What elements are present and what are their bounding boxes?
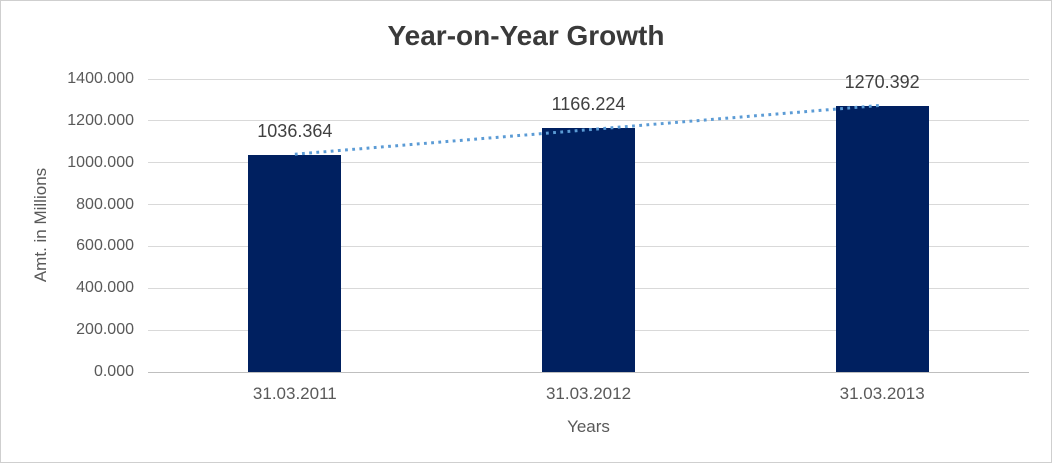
y-axis-title: Amt. in Millions: [31, 167, 50, 283]
y-tick-label: 1200.000: [67, 111, 134, 129]
x-tick-label: 31.03.2012: [545, 384, 632, 403]
y-tick-label: 600.000: [76, 237, 134, 255]
x-axis-title: Years: [567, 417, 610, 436]
data-label: 1270.392: [844, 72, 920, 93]
x-axis-line: [148, 371, 1029, 373]
y-tick-label: 200.000: [76, 321, 134, 339]
y-tick-label: 400.000: [76, 279, 134, 297]
data-label: 1036.364: [257, 121, 333, 142]
chart-title: Year-on-Year Growth: [387, 20, 665, 51]
bar: [542, 127, 635, 372]
y-tick-label: 1400.000: [67, 70, 134, 87]
gridline: [148, 78, 1029, 80]
y-tick-label: 800.000: [76, 195, 134, 213]
x-tick-label: 31.03.2013: [839, 384, 925, 403]
x-tick-label: 31.03.2011: [252, 384, 337, 403]
data-label: 1166.224: [551, 93, 626, 114]
y-tick-label: 1000.000: [67, 153, 134, 171]
bar: [835, 106, 929, 372]
bar: [248, 155, 342, 372]
y-tick-label: 0.000: [93, 363, 134, 380]
